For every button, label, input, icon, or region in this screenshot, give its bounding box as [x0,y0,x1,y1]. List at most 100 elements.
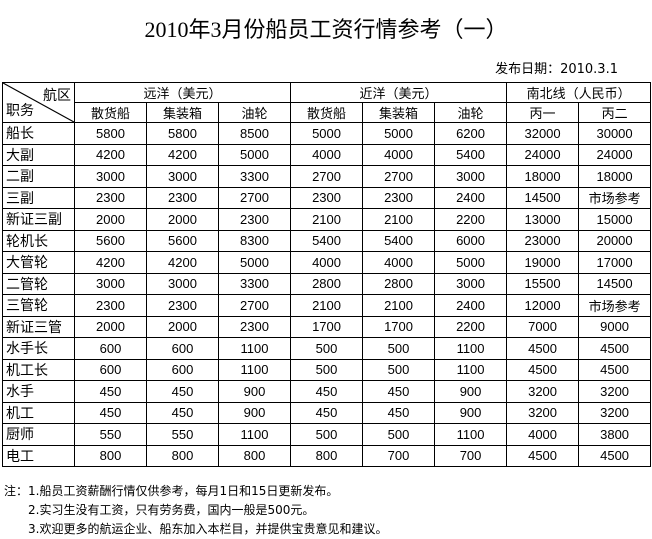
salary-cell: 3000 [146,165,219,188]
subheader-cell: 集装箱 [146,102,219,123]
salary-cell: 700 [362,444,436,467]
publish-date: 发布日期：2010.3.1 [495,62,618,77]
group-header-coastal: 南北线（人民币） [506,82,652,103]
table-row: 厨师 550 550 1100 500 500 1100 4000 3800 [2,423,652,446]
salary-cell: 450 [362,401,436,424]
salary-cell: 4000 [290,251,364,274]
salary-cell: 700 [434,444,508,467]
salary-cell: 500 [290,337,364,360]
role-cell: 三副 [2,186,75,209]
diagonal-divider [3,83,74,122]
table-row: 电工 800 800 800 800 700 700 4500 4500 [2,444,652,467]
subheader-cell: 油轮 [217,102,292,123]
table-row: 三管轮 2300 2300 2700 2100 2100 2400 12000 市场参考 [2,294,652,317]
salary-cell: 900 [434,401,508,424]
salary-cell: 2400 [434,294,508,317]
salary-cell: 18000 [578,165,652,188]
salary-cell: 2200 [434,208,508,231]
role-cell: 水手 [2,380,75,403]
salary-cell: 2400 [434,186,508,209]
role-cell: 二副 [2,165,75,188]
salary-cell: 3300 [217,272,292,295]
salary-cell: 550 [146,423,219,446]
salary-cell: 450 [146,380,219,403]
subheader-cell: 散货船 [74,102,147,123]
salary-cell: 24000 [506,143,580,166]
salary-cell: 15500 [506,272,580,295]
salary-cell: 4500 [506,444,580,467]
table-row: 水手长 600 600 1100 500 500 1100 4500 4500 [2,337,652,360]
salary-cell: 7000 [506,315,580,338]
salary-cell: 20000 [578,229,652,252]
salary-cell: 4500 [578,358,652,381]
salary-cell: 4200 [74,251,147,274]
salary-cell: 19000 [506,251,580,274]
salary-cell: 2800 [362,272,436,295]
note-2: 2.实习生没有工资，只有劳务费，国内一般是500元。 [28,503,315,517]
salary-cell: 4000 [362,251,436,274]
table-row: 大副 4200 4200 5000 4000 4000 5400 24000 24000 [2,143,652,166]
table-row: 二副 3000 3000 3300 2700 2700 3000 18000 18000 [2,165,652,188]
salary-cell: 500 [362,358,436,381]
salary-cell: 2300 [217,208,292,231]
salary-cell: 2300 [74,294,147,317]
subheader-row: 散货船 集装箱 油轮 散货船 集装箱 油轮 丙一 丙二 [3,102,652,123]
salary-cell: 900 [217,401,292,424]
salary-cell: 600 [146,358,219,381]
salary-cell: 1100 [434,423,508,446]
salary-cell: 3000 [74,272,147,295]
salary-cell: 600 [146,337,219,360]
salary-cell: 800 [290,444,364,467]
salary-cell: 900 [434,380,508,403]
salary-cell: 4500 [578,337,652,360]
salary-cell: 2700 [362,165,436,188]
salary-cell: 2700 [290,165,364,188]
salary-cell: 450 [362,380,436,403]
table-row: 二管轮 3000 3000 3300 2800 2800 3000 15500 14500 [2,272,652,295]
salary-cell: 4000 [290,143,364,166]
salary-cell: 1700 [362,315,436,338]
role-cell: 新证三副 [2,208,75,231]
salary-cell: 1100 [434,358,508,381]
salary-cell: 9000 [578,315,652,338]
salary-cell: 5800 [74,122,147,145]
group-header-nearsea: 近洋（美元） [290,82,508,103]
salary-cell: 4500 [578,444,652,467]
subheader-cell: 丙一 [506,102,580,123]
salary-cell: 450 [74,401,147,424]
salary-table: 航区 职务 远洋（美元） 近洋（美元） 南北线（人民币） 散货船 集装箱 油轮 散货船… [2,82,652,467]
salary-cell: 4200 [146,143,219,166]
subheader-cell: 散货船 [290,102,364,123]
salary-cell: 800 [146,444,219,467]
salary-cell: 5400 [434,143,508,166]
salary-cell: 3000 [146,272,219,295]
role-cell: 二管轮 [2,272,75,295]
role-cell: 三管轮 [2,294,75,317]
salary-cell: 500 [362,337,436,360]
role-cell: 新证三管 [2,315,75,338]
salary-cell: 2100 [362,294,436,317]
salary-cell: 5400 [290,229,364,252]
salary-cell: 4000 [362,143,436,166]
salary-cell: 8300 [217,229,292,252]
salary-cell: 2100 [290,294,364,317]
salary-cell: 450 [74,380,147,403]
salary-cell: 900 [217,380,292,403]
salary-cell: 5000 [434,251,508,274]
salary-cell: 2200 [434,315,508,338]
salary-cell: 2800 [290,272,364,295]
salary-cell: 4200 [146,251,219,274]
note-3: 3.欢迎更多的航运企业、船东加入本栏目，并提供宝贵意见和建议。 [28,522,388,536]
salary-cell: 1100 [217,337,292,360]
role-cell: 轮机长 [2,229,75,252]
salary-cell: 3000 [74,165,147,188]
salary-cell: 8500 [217,122,292,145]
corner-header-cell: 航区 职务 [2,82,75,123]
table-row: 大管轮 4200 4200 5000 4000 4000 5000 19000 17000 [2,251,652,274]
salary-cell: 2300 [217,315,292,338]
salary-cell: 2000 [74,208,147,231]
group-header-row: 航区 职务 远洋（美元） 近洋（美元） 南北线（人民币） [2,82,652,123]
salary-cell: 市场参考 [578,186,652,209]
subheader-cell: 集装箱 [362,102,436,123]
salary-cell: 2100 [362,208,436,231]
